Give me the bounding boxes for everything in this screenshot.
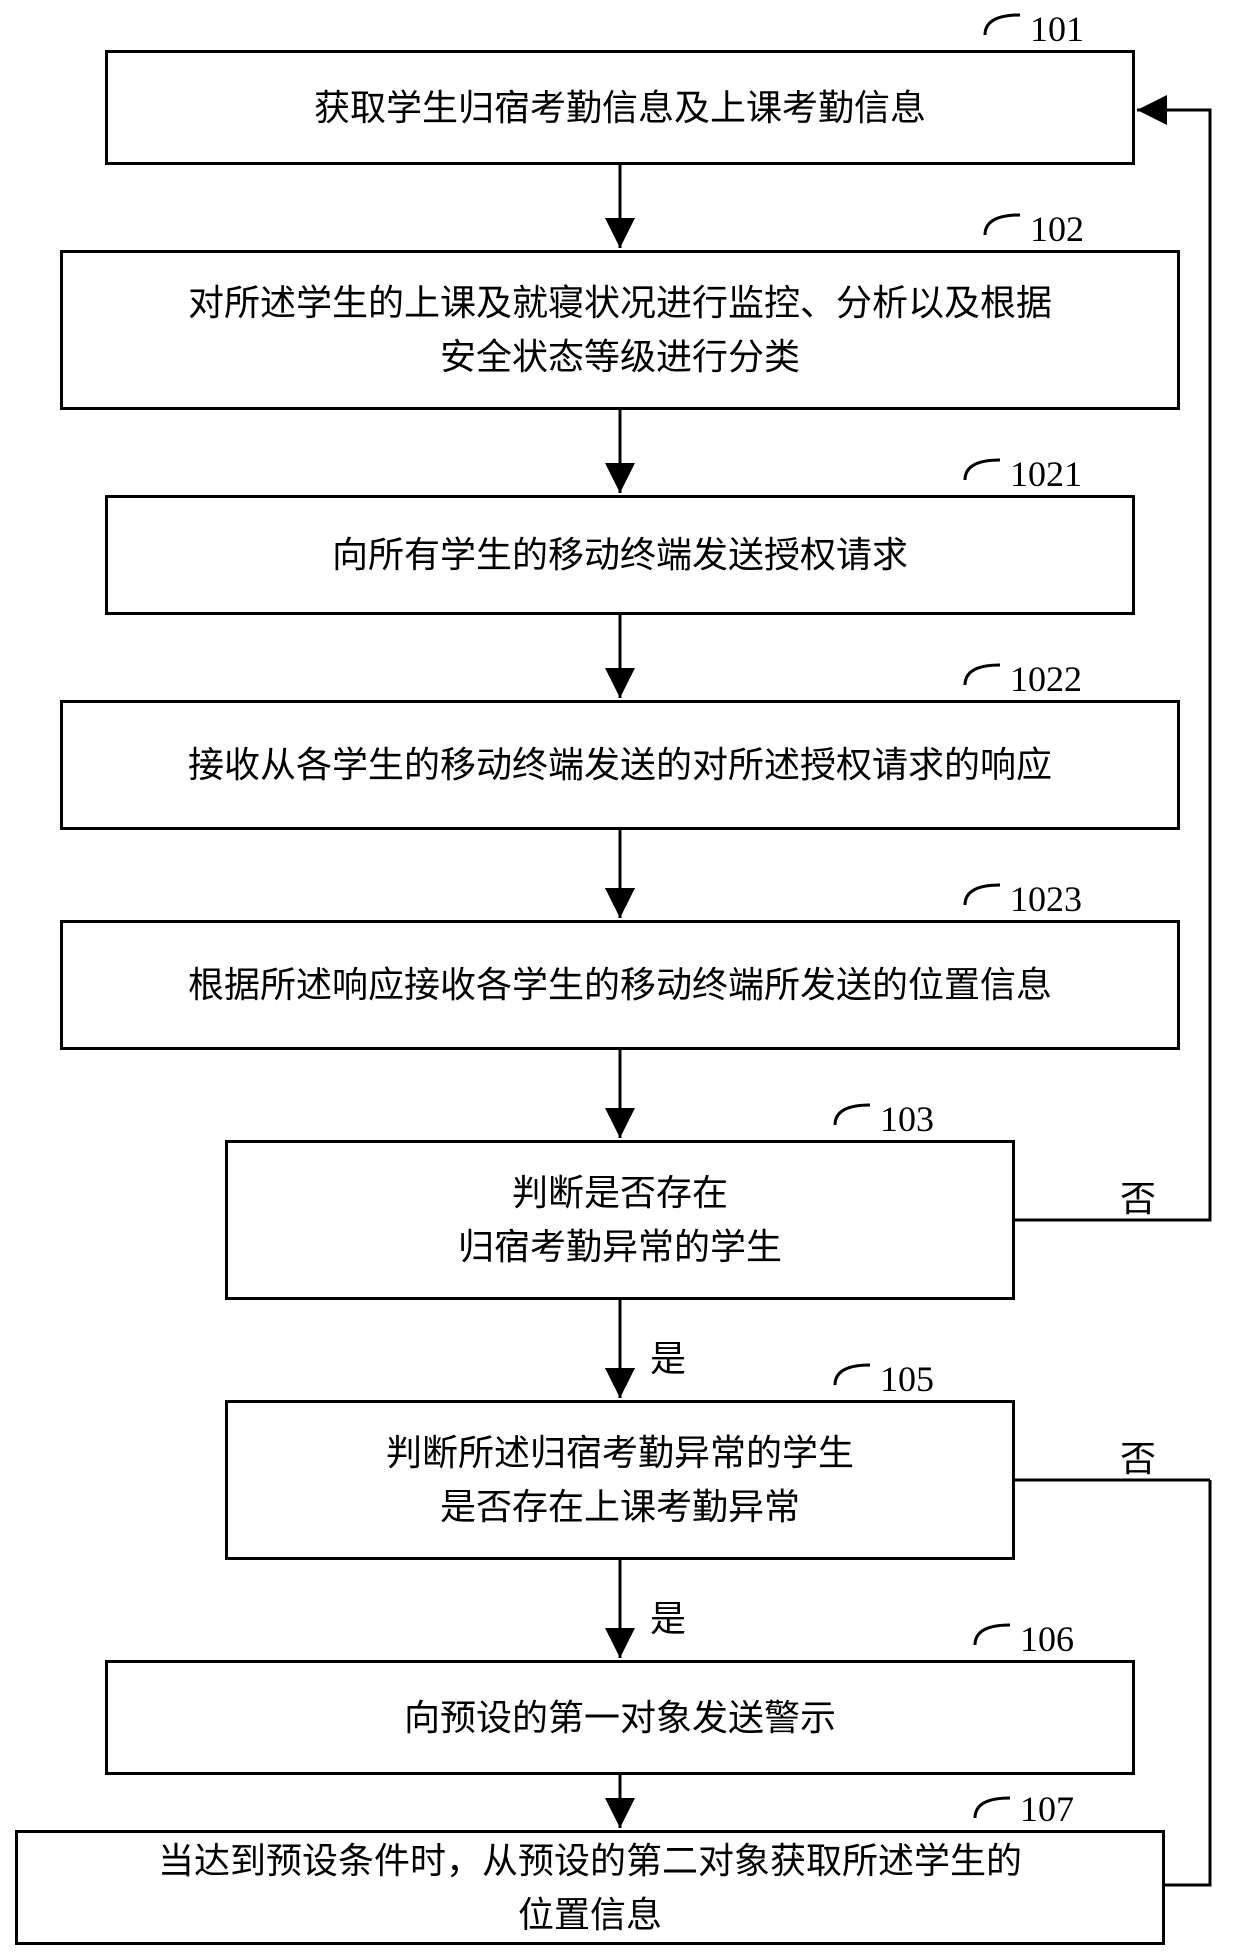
decision-103-yes: 是: [650, 1330, 686, 1382]
node-1022-label: 1022: [1010, 658, 1082, 700]
node-102: 对所述学生的上课及就寝状况进行监控、分析以及根据安全状态等级进行分类: [60, 250, 1180, 410]
node-101-label: 101: [1030, 8, 1084, 50]
decision-105-no: 否: [1120, 1430, 1156, 1482]
node-101-text: 获取学生归宿考勤信息及上课考勤信息: [314, 81, 926, 135]
node-107: 当达到预设条件时，从预设的第二对象获取所述学生的位置信息: [15, 1830, 1165, 1945]
node-106: 向预设的第一对象发送警示: [105, 1660, 1135, 1775]
node-102-text: 对所述学生的上课及就寝状况进行监控、分析以及根据安全状态等级进行分类: [188, 276, 1052, 384]
node-1023-text: 根据所述响应接收各学生的移动终端所发送的位置信息: [188, 958, 1052, 1012]
decision-105-yes: 是: [650, 1590, 686, 1642]
node-107-text: 当达到预设条件时，从预设的第二对象获取所述学生的位置信息: [158, 1834, 1022, 1942]
node-103-text: 判断是否存在归宿考勤异常的学生: [458, 1166, 782, 1274]
node-1021: 向所有学生的移动终端发送授权请求: [105, 495, 1135, 615]
node-105-label: 105: [880, 1358, 934, 1400]
flowchart-container: 获取学生归宿考勤信息及上课考勤信息 101 对所述学生的上课及就寝状况进行监控、…: [0, 0, 1240, 1956]
node-1022: 接收从各学生的移动终端发送的对所述授权请求的响应: [60, 700, 1180, 830]
decision-103-no: 否: [1120, 1170, 1156, 1222]
node-1021-text: 向所有学生的移动终端发送授权请求: [332, 528, 908, 582]
node-103: 判断是否存在归宿考勤异常的学生: [225, 1140, 1015, 1300]
node-1022-text: 接收从各学生的移动终端发送的对所述授权请求的响应: [188, 738, 1052, 792]
node-106-text: 向预设的第一对象发送警示: [404, 1691, 836, 1745]
node-102-label: 102: [1030, 208, 1084, 250]
node-1023: 根据所述响应接收各学生的移动终端所发送的位置信息: [60, 920, 1180, 1050]
node-1021-label: 1021: [1010, 453, 1082, 495]
node-103-label: 103: [880, 1098, 934, 1140]
node-105-text: 判断所述归宿考勤异常的学生是否存在上课考勤异常: [386, 1426, 854, 1534]
node-105: 判断所述归宿考勤异常的学生是否存在上课考勤异常: [225, 1400, 1015, 1560]
node-106-label: 106: [1020, 1618, 1074, 1660]
node-101: 获取学生归宿考勤信息及上课考勤信息: [105, 50, 1135, 165]
node-1023-label: 1023: [1010, 878, 1082, 920]
node-107-label: 107: [1020, 1788, 1074, 1830]
